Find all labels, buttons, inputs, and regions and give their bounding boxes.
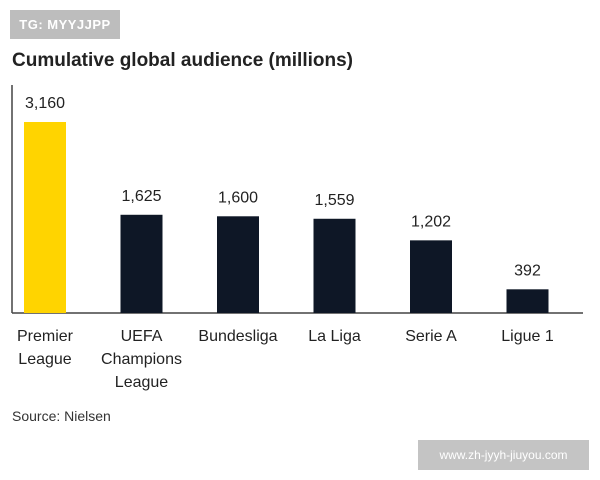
bar-2 — [217, 216, 259, 313]
bar-4 — [410, 240, 452, 313]
watermark-badge-bottom: www.zh-jyyh-jiuyou.com — [418, 440, 589, 470]
value-label-0: 3,160 — [25, 95, 65, 112]
value-label-1: 1,625 — [121, 188, 161, 205]
bar-3 — [313, 218, 356, 313]
bar-1 — [120, 214, 163, 313]
watermark-badge-top: TG: MYYJJPP — [10, 10, 120, 39]
category-label-4-0: Serie A — [405, 328, 457, 345]
chart-title: Cumulative global audience (millions) — [12, 50, 353, 71]
category-label-1-0: UEFA — [121, 328, 163, 345]
value-label-3: 1,559 — [314, 192, 354, 209]
category-label-0-0: Premier — [17, 328, 74, 345]
category-label-5-0: Ligue 1 — [501, 328, 554, 345]
category-label-1-1: Champions — [101, 351, 182, 368]
category-label-0-1: League — [18, 351, 71, 368]
value-label-5: 392 — [514, 262, 541, 279]
value-label-4: 1,202 — [411, 213, 451, 230]
category-label-3-0: La Liga — [308, 328, 361, 345]
bar-5 — [506, 289, 549, 313]
category-label-1-2: League — [115, 374, 168, 391]
value-label-2: 1,600 — [218, 189, 258, 206]
bar-0 — [24, 122, 66, 313]
category-label-2-0: Bundesliga — [198, 328, 277, 345]
source-note: Source: Nielsen — [12, 408, 111, 424]
